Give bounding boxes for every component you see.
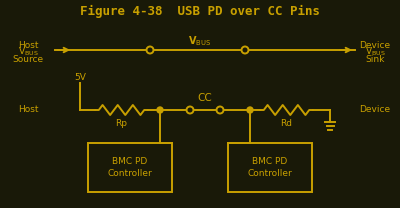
Text: CC: CC [198,93,212,103]
Text: Controller: Controller [248,169,292,178]
Circle shape [216,106,224,114]
Circle shape [186,106,194,114]
Text: 5V: 5V [74,73,86,82]
Text: BMC PD: BMC PD [252,157,288,166]
Text: V$_{\mathsf{BUS}}$: V$_{\mathsf{BUS}}$ [188,34,212,48]
FancyBboxPatch shape [228,143,312,192]
Text: Host: Host [18,105,38,114]
Circle shape [146,47,154,53]
Text: Device: Device [360,105,390,114]
FancyBboxPatch shape [88,143,172,192]
Text: V$_{\mathsf{BUS}}$: V$_{\mathsf{BUS}}$ [18,46,38,58]
Circle shape [247,107,253,113]
Text: V$_{\mathsf{BUS}}$: V$_{\mathsf{BUS}}$ [364,46,386,58]
Text: Rd: Rd [280,119,292,128]
Text: Rp: Rp [116,119,128,128]
Text: Sink: Sink [365,54,385,63]
Text: Figure 4-38  USB PD over CC Pins: Figure 4-38 USB PD over CC Pins [80,4,320,17]
Text: BMC PD: BMC PD [112,157,148,166]
Text: Device: Device [360,41,390,50]
Circle shape [242,47,248,53]
Circle shape [157,107,163,113]
Text: Controller: Controller [108,169,152,178]
Text: Host: Host [18,41,38,50]
Text: Source: Source [12,54,44,63]
